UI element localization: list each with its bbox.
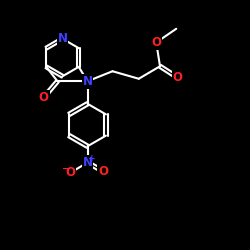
Text: O: O xyxy=(65,166,75,179)
Text: N: N xyxy=(82,156,92,169)
Text: +: + xyxy=(88,154,96,163)
Text: O: O xyxy=(39,91,49,104)
Text: O: O xyxy=(172,71,182,84)
Text: O: O xyxy=(98,165,108,178)
Text: O: O xyxy=(151,36,161,49)
Text: N: N xyxy=(58,32,68,45)
Text: −: − xyxy=(61,164,69,173)
Text: N: N xyxy=(82,75,92,88)
